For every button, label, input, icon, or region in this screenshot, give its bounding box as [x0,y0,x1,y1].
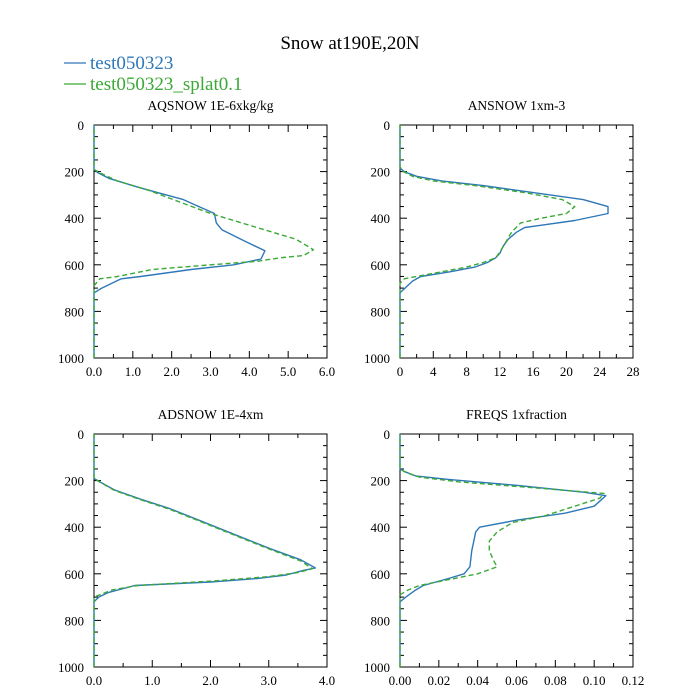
adsnow-ytick-label: 1000 [58,660,84,675]
ansnow-ytick-label: 0 [384,118,391,133]
freqs-ytick-label: 1000 [364,660,390,675]
adsnow-title: ADSNOW 1E-4xm [158,407,264,422]
aqsnow-xtick-label: 1.0 [125,364,141,379]
aqsnow-title: AQSNOW 1E-6xkg/kg [147,98,273,113]
freqs-ytick-label: 400 [371,520,391,535]
aqsnow-xtick-label: 3.0 [202,364,218,379]
freqs-frame [399,433,634,668]
freqs-series-2-line [399,434,605,667]
legend-label-series-2: test050323_splat0.1 [90,74,243,95]
ansnow-xtick-label: 20 [560,364,573,379]
adsnow-frame [93,433,328,668]
ansnow-title: ANSNOW 1xm-3 [468,98,566,113]
adsnow-xtick-label: 2.0 [202,673,218,688]
legend-label-series-1: test050323 [90,53,173,74]
ansnow-xtick-label: 16 [527,364,541,379]
adsnow-series-2-line [93,434,314,667]
freqs-ytick-label: 0 [384,427,391,442]
aqsnow-ytick-label: 400 [65,211,85,226]
adsnow-xtick-label: 3.0 [261,673,277,688]
ansnow-xtick-label: 24 [593,364,607,379]
aqsnow-xtick-label: 6.0 [319,364,335,379]
panel-aqsnow: AQSNOW 1E-6xkg/kg 0.0 1.0 2.0 3.0 4.0 5.0 6.0 0 2… [58,98,335,379]
panel-freqs: FREQS 1xfraction 0.00 0.02 0.04 0.06 0.08 0.10… [364,407,644,688]
aqsnow-xtick-label: 0.0 [86,364,102,379]
aqsnow-ytick-label: 800 [65,304,85,319]
ansnow-xtick-label: 28 [627,364,640,379]
figure-title: Snow at190E,20N [280,33,420,54]
ansnow-xtick-label: 4 [430,364,437,379]
panel-adsnow: ADSNOW 1E-4xm 0.0 1.0 2.0 3.0 4.0 0 200 400 600 80… [58,407,335,688]
ansnow-ytick-label: 600 [371,258,391,273]
aqsnow-series-2-line [93,125,315,358]
ansnow-xtick-label: 8 [463,364,470,379]
adsnow-xtick-label: 1.0 [144,673,160,688]
adsnow-ytick-label: 600 [65,567,85,582]
freqs-xtick-label: 0.00 [389,673,412,688]
adsnow-ytick-label: 400 [65,520,85,535]
ansnow-series-1-line [399,125,609,358]
freqs-xtick-label: 0.12 [622,673,645,688]
aqsnow-series-1-line [93,125,266,358]
aqsnow-frame [93,124,328,359]
freqs-xtick-label: 0.10 [583,673,606,688]
aqsnow-ytick-label: 0 [78,118,85,133]
freqs-ytick-label: 800 [371,613,391,628]
ansnow-ytick-label: 400 [371,211,391,226]
freqs-ytick-label: 600 [371,567,391,582]
aqsnow-xtick-label: 2.0 [164,364,180,379]
legend: test050323 test050323_splat0.1 [64,53,243,95]
adsnow-ytick-label: 800 [65,613,85,628]
adsnow-series-1-line [93,434,317,667]
ansnow-frame [399,124,634,359]
freqs-xtick-label: 0.04 [466,673,489,688]
ansnow-xtick-label: 12 [493,364,506,379]
adsnow-xtick-label: 0.0 [86,673,102,688]
adsnow-ytick-label: 0 [78,427,85,442]
ansnow-ytick-label: 1000 [364,351,390,366]
panel-ansnow: ANSNOW 1xm-3 0 4 8 12 16 20 24 28 0 200 400 600 800 10… [364,98,640,379]
ansnow-ytick-label: 800 [371,304,391,319]
freqs-ytick-label: 200 [371,474,391,489]
ansnow-ytick-label: 200 [371,165,391,180]
freqs-xtick-label: 0.06 [505,673,528,688]
aqsnow-ytick-label: 1000 [58,351,84,366]
freqs-title: FREQS 1xfraction [466,407,567,422]
aqsnow-ytick-label: 200 [65,165,85,180]
aqsnow-xtick-label: 5.0 [280,364,296,379]
ansnow-series-2-line [399,125,576,358]
freqs-xtick-label: 0.02 [427,673,450,688]
aqsnow-xtick-label: 4.0 [241,364,257,379]
freqs-series-1-line [399,434,607,667]
freqs-xtick-label: 0.08 [544,673,567,688]
adsnow-xtick-label: 4.0 [319,673,335,688]
adsnow-ytick-label: 200 [65,474,85,489]
aqsnow-ytick-label: 600 [65,258,85,273]
ansnow-xtick-label: 0 [397,364,404,379]
